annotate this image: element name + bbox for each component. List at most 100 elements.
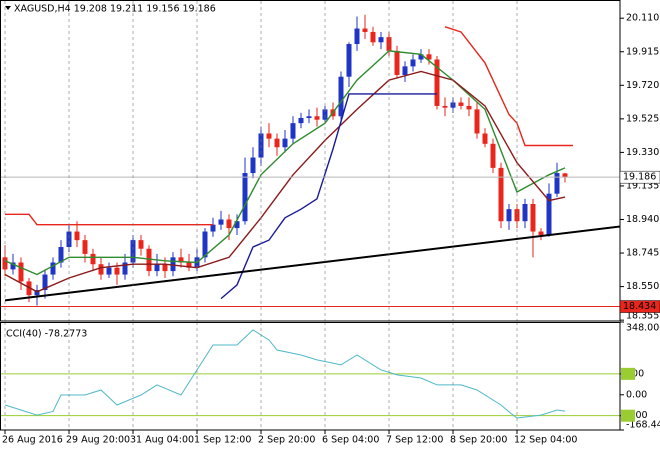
candle-body xyxy=(562,173,568,178)
x-tick-label: 1 Sep 12:00 xyxy=(194,435,251,446)
candle-body xyxy=(354,28,360,45)
indicator-line xyxy=(4,50,566,276)
candle-body xyxy=(138,240,144,249)
candle-body xyxy=(162,264,168,272)
indicator-line xyxy=(5,26,573,226)
candle-body xyxy=(482,133,488,144)
indicator-line xyxy=(4,70,566,293)
y-tick-label: 18.550 xyxy=(626,281,659,292)
x-tick-label: 7 Sep 12:00 xyxy=(386,435,443,446)
candle-body xyxy=(402,66,408,75)
candle-body xyxy=(154,264,160,272)
candle-body xyxy=(10,262,16,270)
candle-body xyxy=(34,290,40,296)
candle-body xyxy=(370,31,376,43)
candle-body xyxy=(82,240,88,254)
y-tick-label: 18.745 xyxy=(626,248,659,259)
price-label: 19.186 xyxy=(623,172,656,183)
price-label-box xyxy=(619,170,660,184)
candle-body xyxy=(346,44,352,77)
candle-body xyxy=(306,116,312,118)
candle-body xyxy=(554,173,560,194)
candle-body xyxy=(66,231,72,248)
indicator-line xyxy=(220,93,437,300)
x-tick-label: 26 Aug 2016 xyxy=(2,435,63,446)
candle-body xyxy=(362,28,368,32)
price-frame xyxy=(0,0,621,322)
candle-body xyxy=(514,209,520,222)
candle-body xyxy=(50,262,56,275)
x-tick-label: 29 Aug 20:00 xyxy=(66,435,130,446)
y-tick-label: -100 xyxy=(626,410,648,421)
candle-body xyxy=(426,54,432,60)
candle-body xyxy=(26,281,32,296)
price-label: 18.434 xyxy=(623,301,656,312)
candle-body xyxy=(2,257,8,270)
candle-body xyxy=(530,204,536,232)
candle-body xyxy=(474,109,480,134)
candle-body xyxy=(234,221,240,229)
indicator-line xyxy=(4,225,620,302)
candle-body xyxy=(490,143,496,168)
x-tick-label: 2 Sep 20:00 xyxy=(258,435,315,446)
level-label-box xyxy=(621,409,635,422)
x-tick-label: 6 Sep 04:00 xyxy=(322,435,379,446)
x-tick-label: 12 Sep 04:00 xyxy=(514,435,577,446)
candle-body xyxy=(186,262,192,268)
y-tick-label: 348.0005 xyxy=(626,323,660,334)
candle-body xyxy=(42,274,48,291)
candle-body xyxy=(522,204,528,222)
y-tick-label: 20.110 xyxy=(626,13,659,24)
candle-body xyxy=(322,109,328,120)
candle-body xyxy=(418,54,424,60)
candle-body xyxy=(274,138,280,148)
candle-body xyxy=(314,116,320,120)
candle-body xyxy=(266,133,272,139)
candle-body xyxy=(242,173,248,222)
candle-body xyxy=(338,76,344,117)
cci-panel xyxy=(0,322,620,430)
candle-body xyxy=(546,193,552,235)
candle-body xyxy=(226,219,232,229)
candle-body xyxy=(498,167,504,222)
candle-body xyxy=(298,117,304,124)
candle-body xyxy=(434,59,440,106)
candle-body xyxy=(74,231,80,241)
y-tick-label: 19.720 xyxy=(626,80,659,91)
candle-body xyxy=(466,105,472,110)
candle-body xyxy=(506,209,512,222)
y-tick-label: 19.915 xyxy=(626,46,659,57)
candle-body xyxy=(282,138,288,148)
price-label-box xyxy=(619,300,660,313)
candle-body xyxy=(146,248,152,272)
cci-frame xyxy=(0,322,621,431)
candle-body xyxy=(290,123,296,139)
candle-body xyxy=(98,264,104,275)
candle-body xyxy=(210,224,216,232)
price-panel xyxy=(0,1,620,321)
level-label-box xyxy=(621,367,635,380)
x-tick-label: 8 Sep 20:00 xyxy=(450,435,507,446)
candle-body xyxy=(442,105,448,108)
candle-body xyxy=(394,50,400,75)
candle-body xyxy=(202,231,208,258)
candle-body xyxy=(378,37,384,43)
y-tick-label: 0.00 xyxy=(626,389,647,400)
candle-body xyxy=(58,247,64,263)
candle-body xyxy=(218,219,224,225)
y-tick-label: 18.355 xyxy=(626,311,659,322)
y-tick-label: 19.525 xyxy=(626,113,659,124)
cci-title: CCI(40) -78.2773 xyxy=(6,329,87,340)
candle-body xyxy=(18,262,24,282)
chart-title: XAGUSD,H4 19.208 19.211 19.156 19.186 xyxy=(14,4,216,15)
y-tick-label: 18.940 xyxy=(626,214,659,225)
cci-line xyxy=(4,329,566,419)
candle-body xyxy=(410,59,416,67)
candle-body xyxy=(458,102,464,106)
candle-body xyxy=(178,257,184,263)
candle-body xyxy=(538,231,544,235)
candle-body xyxy=(250,157,256,174)
candle-body xyxy=(106,267,112,275)
menu-arrow[interactable] xyxy=(5,6,11,10)
y-tick-label: 19.135 xyxy=(626,180,659,191)
